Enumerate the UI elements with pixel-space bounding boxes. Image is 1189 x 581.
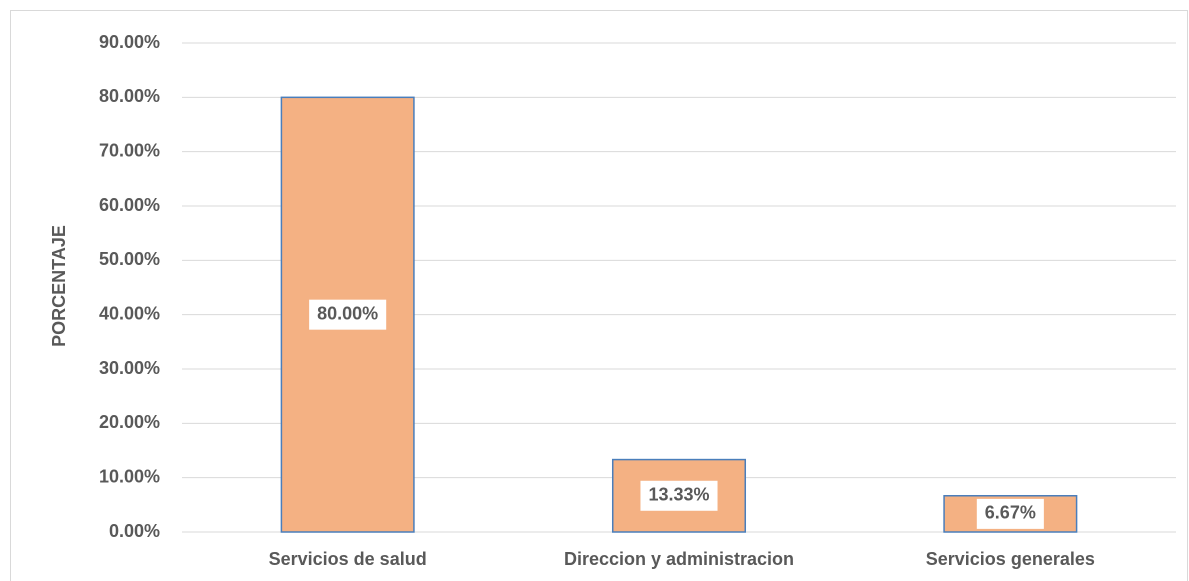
data-label-box xyxy=(976,498,1044,529)
data-label-box xyxy=(309,299,387,330)
data-label: 80.00% xyxy=(317,303,378,323)
data-label-box xyxy=(640,480,718,511)
y-tick-label: 10.00% xyxy=(99,466,160,486)
data-label: 13.33% xyxy=(648,485,709,505)
x-tick-label: Servicios de salud xyxy=(269,549,427,569)
data-label: 6.67% xyxy=(985,503,1036,523)
y-tick-label: 30.00% xyxy=(99,358,160,378)
y-tick-label: 60.00% xyxy=(99,195,160,215)
y-axis-title: PORCENTAJE xyxy=(49,225,69,347)
y-tick-label: 90.00% xyxy=(99,32,160,52)
y-tick-label: 70.00% xyxy=(99,140,160,160)
y-tick-label: 20.00% xyxy=(99,412,160,432)
y-tick-label: 50.00% xyxy=(99,249,160,269)
y-tick-label: 0.00% xyxy=(109,521,160,541)
x-tick-label: Servicios generales xyxy=(926,549,1095,569)
x-tick-label: Direccion y administracion xyxy=(564,549,794,569)
y-tick-label: 40.00% xyxy=(99,303,160,323)
chart-border xyxy=(10,10,1188,581)
y-tick-label: 80.00% xyxy=(99,86,160,106)
